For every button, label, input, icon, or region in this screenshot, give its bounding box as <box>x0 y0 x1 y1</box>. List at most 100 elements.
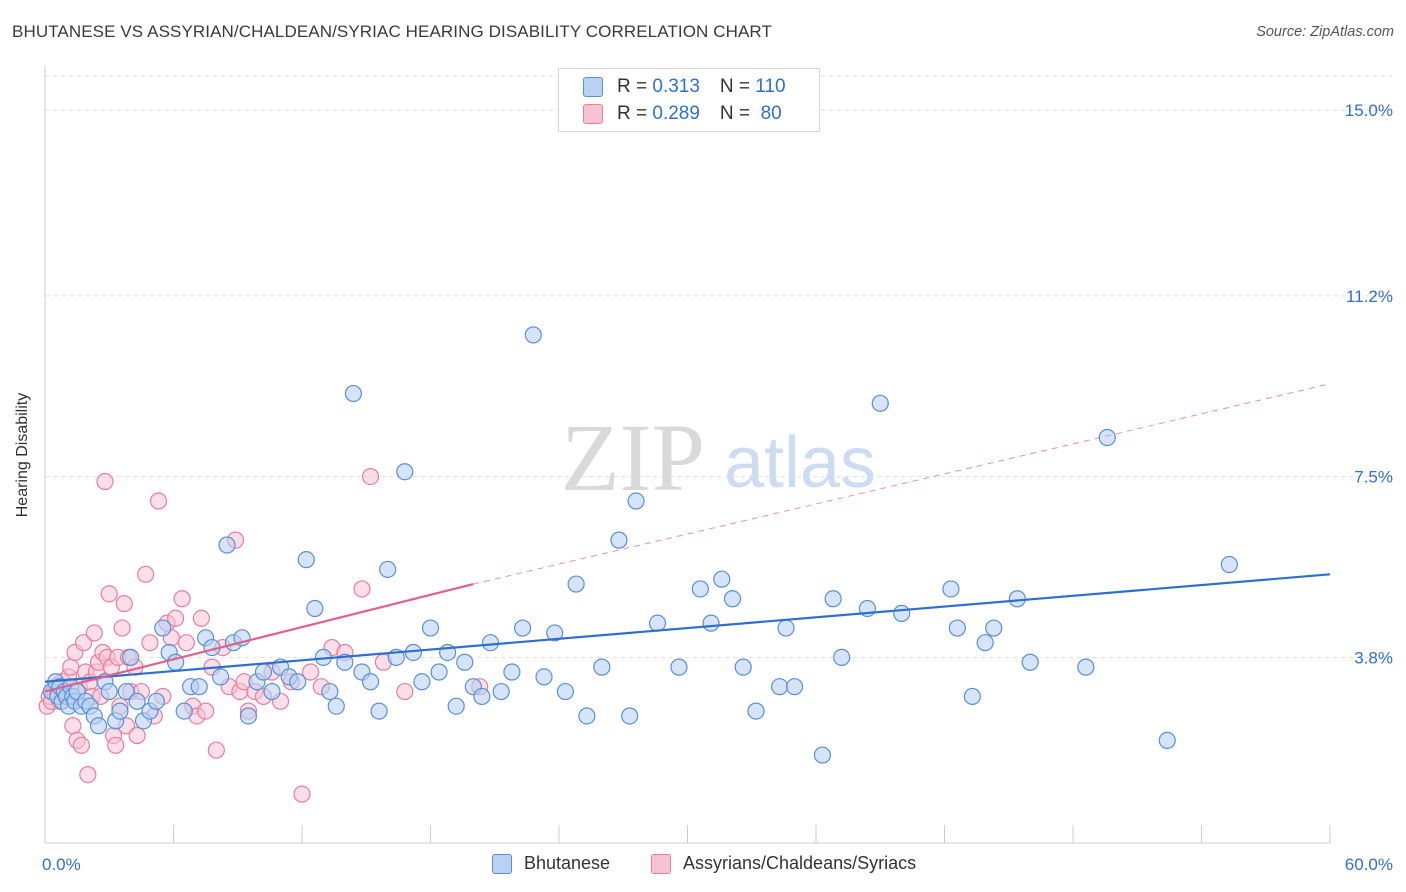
data-point-assyrian <box>100 585 118 603</box>
data-point-bhutanese <box>963 687 981 706</box>
legend-label-bhutanese: Bhutanese <box>524 853 611 873</box>
data-point-assyrian <box>207 741 225 759</box>
data-point-bhutanese <box>948 619 966 637</box>
legend-swatch-assyrian <box>583 104 603 124</box>
correlation-legend: R = 0.313 N = 110 R = 0.289 N = 80 <box>558 68 820 132</box>
data-point-assyrian <box>361 467 380 486</box>
legend-r-label: R = <box>617 76 653 97</box>
data-point-assyrian <box>173 590 191 608</box>
data-point-bhutanese <box>254 663 273 681</box>
data-point-assyrian <box>64 717 82 735</box>
data-point-bhutanese <box>456 653 474 671</box>
data-point-bhutanese <box>813 746 832 764</box>
data-point-bhutanese <box>535 668 553 686</box>
data-point-assyrian <box>72 736 91 754</box>
chart-title: BHUTANESE VS ASSYRIAN/CHALDEAN/SYRIAC HE… <box>12 22 772 41</box>
grid-lines <box>45 75 1392 658</box>
data-point-bhutanese <box>128 692 146 710</box>
data-point-bhutanese <box>212 668 230 686</box>
series-bhutanese-points <box>42 326 1238 764</box>
data-point-bhutanese <box>777 619 795 637</box>
data-point-bhutanese <box>824 590 842 608</box>
y-tick-label: 3.8% <box>1354 648 1393 667</box>
data-point-bhutanese <box>154 619 172 637</box>
data-point-bhutanese <box>524 326 542 344</box>
data-point-bhutanese <box>785 678 804 696</box>
data-point-assyrian <box>192 609 210 627</box>
legend-r-value: 0.289 <box>652 103 700 124</box>
data-point-bhutanese <box>421 619 440 637</box>
data-point-assyrian <box>149 492 168 510</box>
data-point-bhutanese <box>770 678 789 696</box>
data-point-bhutanese <box>702 614 720 632</box>
trend-line-bhutanese <box>44 573 1331 683</box>
data-point-bhutanese <box>578 707 596 725</box>
data-point-bhutanese <box>942 580 960 598</box>
data-point-bhutanese <box>492 682 510 701</box>
data-point-bhutanese <box>100 682 118 701</box>
data-point-assyrian <box>74 634 93 652</box>
data-point-assyrian <box>177 634 195 652</box>
source-credit: Source: ZipAtlas.com <box>1256 24 1394 40</box>
data-point-assyrian <box>113 619 131 637</box>
y-tick-label: 7.5% <box>1354 468 1393 487</box>
data-point-assyrian <box>107 736 125 754</box>
legend-n-value: 80 <box>755 103 782 124</box>
data-point-bhutanese <box>379 560 397 579</box>
data-point-assyrian <box>301 663 320 681</box>
data-point-bhutanese <box>175 702 193 720</box>
watermark: ZIP atlas <box>561 404 876 511</box>
data-point-bhutanese <box>147 692 165 710</box>
legend-swatch-bhutanese <box>583 77 603 97</box>
data-point-assyrian <box>396 682 414 701</box>
data-point-assyrian <box>137 565 155 583</box>
data-point-bhutanese <box>833 648 851 666</box>
data-point-assyrian <box>62 658 80 676</box>
data-point-bhutanese <box>713 570 731 588</box>
data-point-bhutanese <box>190 678 208 696</box>
data-point-bhutanese <box>218 536 236 554</box>
data-point-bhutanese <box>413 673 431 691</box>
data-point-bhutanese <box>976 634 994 652</box>
data-point-bhutanese <box>327 697 345 715</box>
x-tick-label: 0.0% <box>42 855 81 874</box>
data-point-bhutanese <box>370 702 388 720</box>
legend-r-value: 0.313 <box>652 76 700 97</box>
data-point-bhutanese <box>1158 731 1176 750</box>
trend-line-assyrian <box>44 583 474 693</box>
data-point-bhutanese <box>306 599 324 618</box>
data-point-bhutanese <box>648 614 667 632</box>
data-point-bhutanese <box>481 634 500 652</box>
data-point-bhutanese <box>556 682 575 701</box>
data-point-bhutanese <box>1077 658 1095 676</box>
data-point-assyrian <box>79 766 97 784</box>
data-point-bhutanese <box>723 590 742 608</box>
data-point-bhutanese <box>430 663 448 681</box>
data-point-assyrian <box>141 634 159 652</box>
trend-extension-assyrian <box>473 383 1331 585</box>
data-point-assyrian <box>293 785 311 803</box>
x-tick-label: 60.0% <box>1345 855 1393 874</box>
legend-n-value: 110 <box>755 76 786 97</box>
data-point-bhutanese <box>734 658 752 676</box>
data-point-bhutanese <box>871 394 889 412</box>
watermark-atlas: atlas <box>724 423 876 503</box>
data-point-bhutanese <box>747 702 765 720</box>
y-axis-label: Hearing Disability <box>14 392 31 518</box>
legend-label-assyrian: Assyrians/Chaldeans/Syriacs <box>683 853 917 873</box>
legend-r-label: R = <box>617 103 653 124</box>
data-point-assyrian <box>128 726 146 745</box>
data-point-bhutanese <box>593 658 611 676</box>
data-point-bhutanese <box>473 687 491 706</box>
series-legend: Bhutanese Assyrians/Chaldeans/Syriacs <box>0 852 1406 878</box>
series-assyrian-points <box>38 467 489 803</box>
legend-n-label: N = <box>719 103 756 124</box>
data-point-bhutanese <box>893 604 911 622</box>
data-point-assyrian <box>115 595 133 613</box>
data-point-bhutanese <box>503 663 521 681</box>
y-tick-label: 11.2% <box>1346 287 1393 306</box>
data-point-bhutanese <box>111 702 129 720</box>
data-point-bhutanese <box>396 463 414 481</box>
y-tick-label: 15.0% <box>1345 101 1393 120</box>
data-point-bhutanese <box>546 624 564 642</box>
